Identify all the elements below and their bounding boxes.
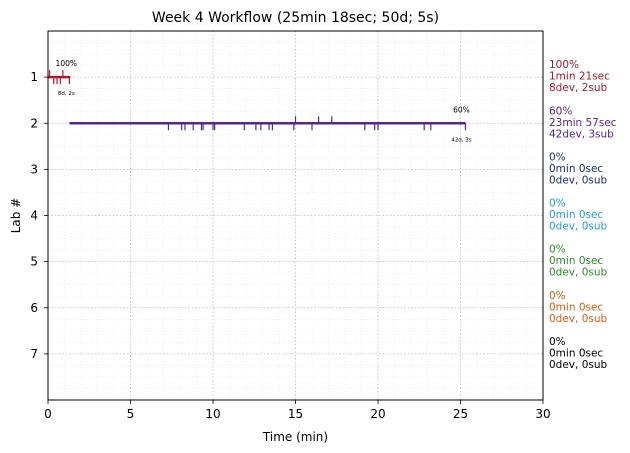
y-tick-label: 4 (30, 209, 38, 223)
x-axis-title: Time (min) (262, 430, 328, 444)
bar-counts-label: 8d, 2s (58, 91, 75, 97)
lab-4-summary-line: 0min 0sec (549, 209, 603, 221)
y-tick-label: 5 (30, 255, 38, 269)
lab-4-summary-line: 0% (549, 198, 566, 210)
y-tick-label: 3 (30, 162, 38, 176)
y-tick-label: 2 (30, 116, 38, 130)
lab-3-summary-line: 0% (549, 151, 566, 163)
bar-percent-label: 100% (56, 59, 77, 68)
y-tick-label: 7 (30, 347, 38, 361)
lab-7-summary-line: 0min 0sec (549, 347, 603, 359)
lab-5-summary-line: 0min 0sec (549, 255, 603, 267)
x-tick-label: 25 (453, 407, 468, 421)
lab-5-summary-line: 0% (549, 244, 566, 256)
x-tick-label: 30 (535, 407, 550, 421)
lab-1-summary-line: 8dev, 2sub (549, 82, 608, 94)
lab-6-summary-line: 0dev, 0sub (549, 313, 608, 325)
x-tick-label: 15 (288, 407, 303, 421)
grid (47, 30, 544, 401)
y-tick-label: 1 (30, 70, 38, 84)
lab-5-summary-line: 0dev, 0sub (549, 267, 608, 279)
chart-title: Week 4 Workflow (25min 18sec; 50d; 5s) (152, 10, 439, 26)
lab-3-summary-line: 0dev, 0sub (549, 174, 608, 186)
lab-7-summary-line: 0dev, 0sub (549, 359, 608, 371)
bar-percent-label: 60% (453, 105, 470, 114)
lab-1-summary-line: 1min 21sec (549, 71, 610, 83)
lab-7-summary-line: 0% (549, 336, 566, 348)
lab-6-summary-line: 0% (549, 290, 566, 302)
lab-4-summary-line: 0dev, 0sub (549, 221, 608, 233)
lab-2-summary-line: 60% (549, 105, 572, 117)
lab-2-summary-line: 42dev, 3sub (549, 128, 614, 140)
x-tick-label: 20 (370, 407, 385, 421)
lab-6-summary-line: 0min 0sec (549, 301, 603, 313)
y-tick-label: 6 (30, 301, 38, 315)
lab-1-summary-line: 100% (549, 59, 579, 71)
plot-area: 100% 8d, 2s 60% 42d, 3s (48, 59, 472, 143)
x-tick-label: 5 (127, 407, 135, 421)
y-axis-title: Lab # (9, 198, 23, 234)
bar-counts-label: 42d, 3s (451, 137, 471, 143)
axis-ticks: 0 5 10 15 20 25 30 1 2 3 4 5 6 7 (30, 70, 550, 421)
lab-2-summary-line: 23min 57sec (549, 117, 617, 129)
x-tick-label: 0 (44, 407, 52, 421)
x-tick-label: 10 (205, 407, 220, 421)
lab-3-summary-line: 0min 0sec (549, 163, 603, 175)
